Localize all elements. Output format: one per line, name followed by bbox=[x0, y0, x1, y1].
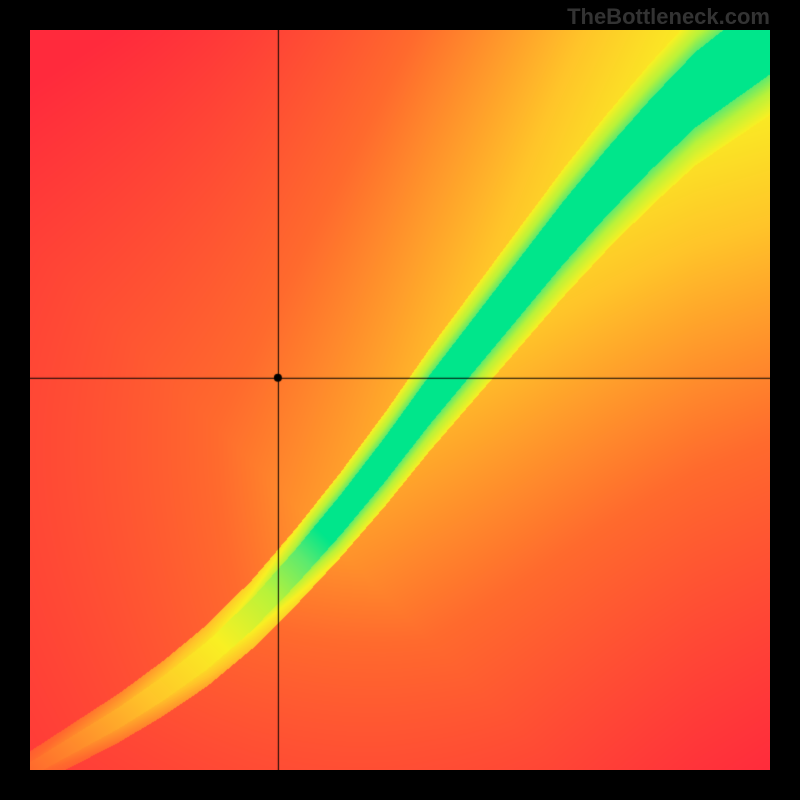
crosshair-overlay bbox=[30, 30, 770, 770]
watermark-text: TheBottleneck.com bbox=[567, 4, 770, 30]
heatmap-plot bbox=[30, 30, 770, 770]
